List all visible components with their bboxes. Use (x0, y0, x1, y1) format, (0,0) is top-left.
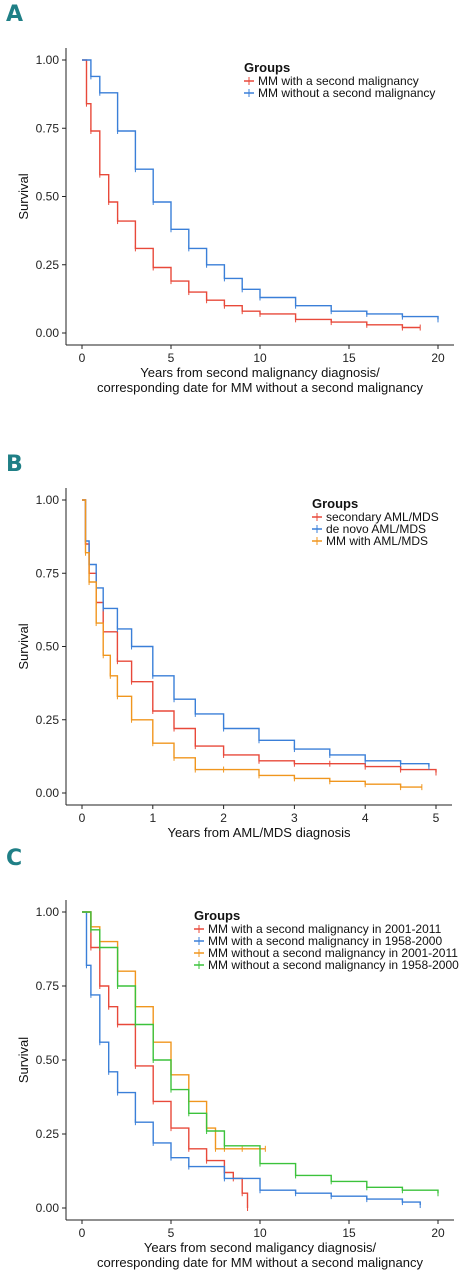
x-tick-label: 0 (79, 351, 86, 365)
legend-title: Groups (244, 60, 290, 75)
panel-letter-b: B (6, 452, 23, 477)
y-tick-label: 0.75 (36, 566, 60, 580)
x-axis-title: corresponding date for MM without a seco… (97, 380, 423, 395)
x-tick-label: 20 (431, 351, 445, 365)
survival-chart-c: 0.00 0.25 0.50 0.75 1.00 0 5 10 15 20 Survival Year… (16, 900, 459, 1270)
legend-label: MM with a second malignancy in 2001-2011 (208, 922, 442, 936)
y-tick-label: 0.25 (36, 1127, 60, 1141)
x-tick-label: 1 (149, 811, 156, 825)
panel-letter-a: A (6, 2, 24, 27)
y-axis-title: Survival (16, 173, 31, 219)
legend-label: MM without a second malignancy in 2001-2… (208, 946, 458, 960)
y-tick-label: 0.25 (36, 258, 60, 272)
y-tick-label: 0.00 (36, 1201, 60, 1215)
x-tick-label: 10 (253, 1226, 267, 1240)
y-tick-label: 0.75 (36, 979, 60, 993)
legend-label: MM without a second malignancy in 1958-2… (208, 958, 459, 972)
legend-label: MM with AML/MDS (326, 534, 428, 548)
legend-title: Groups (312, 496, 358, 511)
legend-title: Groups (194, 908, 240, 923)
survival-chart-a: 0.00 0.25 0.50 0.75 1.00 0 5 10 15 20 Survival Year… (16, 48, 454, 395)
y-tick-label: 0.50 (36, 1053, 60, 1067)
legend-label: secondary AML/MDS (326, 510, 439, 524)
legend-label: de novo AML/MDS (326, 522, 426, 536)
y-tick-label: 1.00 (36, 905, 60, 919)
x-axis-title: corresponding date for MM without a seco… (97, 1255, 423, 1270)
y-tick-label: 0.00 (36, 786, 60, 800)
y-axis-title: Survival (16, 1037, 31, 1083)
legend-label: MM with a second malignancy in 1958-2000 (208, 934, 442, 948)
x-tick-label: 20 (431, 1226, 445, 1240)
y-tick-label: 1.00 (36, 53, 60, 67)
x-tick-label: 0 (79, 1226, 86, 1240)
y-tick-label: 1.00 (36, 493, 60, 507)
x-axis-title: Years from AML/MDS diagnosis (167, 825, 351, 840)
survival-curve-1 (82, 59, 421, 329)
y-axis-title: Survival (16, 623, 31, 669)
x-tick-label: 5 (168, 1226, 175, 1240)
legend-label: MM with a second malignancy (258, 74, 419, 88)
x-tick-label: 15 (342, 351, 356, 365)
x-tick-label: 5 (168, 351, 175, 365)
x-tick-label: 4 (362, 811, 369, 825)
y-tick-label: 0.50 (36, 640, 60, 654)
x-tick-label: 3 (291, 811, 298, 825)
x-tick-label: 15 (342, 1226, 356, 1240)
y-tick-label: 0.75 (36, 121, 60, 135)
x-axis-title: Years from second maligancy diagnosis/ (144, 1240, 377, 1255)
survival-chart-b: 0.00 0.25 0.50 0.75 1.00 0 1 2 3 4 5 Survival Years … (16, 488, 452, 840)
x-tick-label: 0 (79, 811, 86, 825)
y-tick-label: 0.00 (36, 326, 60, 340)
x-tick-label: 10 (253, 351, 267, 365)
y-tick-label: 0.25 (36, 713, 60, 727)
survival-curve-4 (82, 911, 439, 1194)
panel-letter-c: C (6, 846, 23, 871)
x-axis-title: Years from second malignancy diagnosis/ (140, 365, 380, 380)
y-tick-label: 0.50 (36, 190, 60, 204)
legend-label: MM without a second malignancy (258, 86, 435, 100)
x-tick-label: 5 (433, 811, 440, 825)
x-tick-label: 2 (220, 811, 227, 825)
